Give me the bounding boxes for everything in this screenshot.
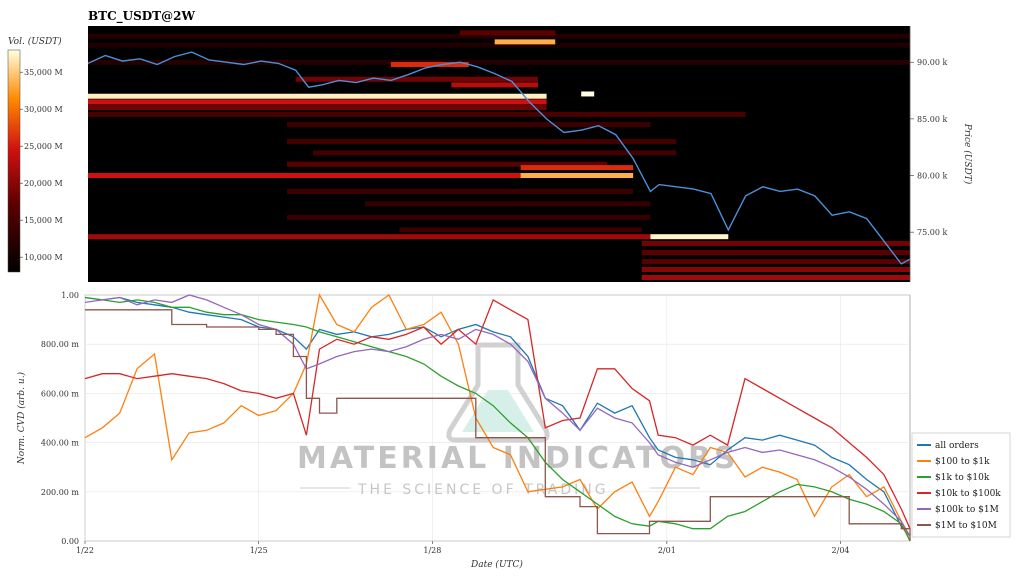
cvd-x-tick-label: 1/28 [423,546,441,555]
heatmap-panel: 90.00 k 85.00 k 80.00 k 75.00 k Price (USDT… [87,26,973,282]
cvd-y-tick-label: 0.00 [61,537,79,546]
cvd-x-ticks: 1/22 1/25 1/28 2/01 2/04 [76,541,850,555]
colorbar-tick-label: 30,000 M [24,105,63,114]
heatmap-y-ticks: 90.00 k 85.00 k 80.00 k 75.00 k [910,58,947,237]
heatmap-band [287,188,634,194]
heatmap-bands [88,30,910,280]
cvd-y-label: Norm. CVD (arb. u.) [16,371,27,465]
colorbar-tick-label: 25,000 M [24,142,63,151]
heatmap-band [312,150,677,156]
heatmap-band [641,240,910,246]
heatmap-band [88,173,634,179]
cvd-y-tick-label: 1.00 [61,291,79,300]
legend-entry: $100k to $1M [935,505,999,515]
heatmap-band [364,201,651,207]
cvd-series-line [85,309,911,541]
cvd-y-ticks: 1.00 800.00 m 600.00 m 400.00 m 200.00 m 0.00 [41,291,80,546]
heatmap-y-label: Price (USDT) [962,123,973,185]
heatmap-band [88,105,547,111]
legend-entry: $1M to $10M [935,521,997,531]
heatmap-band [641,267,910,273]
cvd-y-tick-label: 200.00 m [41,488,80,497]
heatmap-band [390,62,469,68]
colorbar-ticks: 35,000 M 30,000 M 25,000 M 20,000 M 15,000 M… [20,68,63,262]
watermark: MATERIAL INDICATORS THE SCIENCE OF TRADI… [297,342,739,498]
colorbar-tick-label: 35,000 M [24,68,63,77]
colorbar-gradient [7,49,21,273]
cvd-x-tick-label: 2/04 [832,546,850,555]
heatmap-band [88,59,910,65]
heatmap-band [287,139,677,145]
heatmap-band [641,259,910,265]
colorbar-tick-label: 20,000 M [24,179,63,188]
cvd-series-line [84,293,911,542]
legend-entry: all orders [935,441,979,451]
heatmap-band [451,82,538,88]
heatmap-band [88,99,547,105]
legend: all orders $100 to $1k $1k to $10k $10k to … [911,432,1011,538]
heatmap-band [287,161,608,167]
heatmap-band [287,122,651,128]
watermark-brand: MATERIAL INDICATORS [297,441,739,476]
legend-entry: $10k to $100k [935,489,1001,499]
cvd-y-tick-label: 400.00 m [41,439,80,448]
price-tick-label: 85.00 k [917,115,947,124]
cvd-panel: MATERIAL INDICATORS THE SCIENCE OF TRADI… [16,291,911,570]
heatmap-band [88,234,651,240]
cvd-x-tick-label: 1/22 [76,546,94,555]
heatmap-band [581,91,595,97]
colorbar-label: Vol. (USDT) [8,36,62,47]
heatmap-band [295,76,538,82]
heatmap-band [88,111,746,117]
price-tick-label: 90.00 k [917,58,947,67]
chart-title: BTC_USDT@2W [88,9,195,24]
price-tick-label: 75.00 k [917,228,947,237]
heatmap-band [641,250,910,256]
legend-box [911,432,1011,538]
heatmap-band [460,30,556,36]
heatmap-band [287,214,651,220]
colorbar-tick-label: 15,000 M [24,216,63,225]
heatmap-band [88,42,910,48]
cvd-x-label: Date (UTC) [470,559,523,570]
heatmap-band [88,93,547,99]
legend-entry: $1k to $10k [935,473,990,483]
heatmap-band [520,165,634,171]
cvd-y-tick-label: 600.00 m [41,389,80,398]
heatmap-band [641,274,910,280]
price-line [87,51,911,265]
heatmap-band [520,173,634,179]
cvd-y-tick-label: 800.00 m [41,340,80,349]
legend-entry: $100 to $1k [935,457,990,467]
cvd-series-lines [84,293,911,542]
cvd-x-tick-label: 1/25 [250,546,268,555]
watermark-tagline: THE SCIENCE OF TRADING [357,482,609,498]
cvd-series-line [84,296,911,537]
heatmap-band [650,234,729,240]
colorbar: Vol. (USDT) 35,000 M 30,000 M 25,000 M 20,0… [7,36,63,273]
price-tick-label: 80.00 k [917,172,947,181]
colorbar-tick-label: 10,000 M [24,253,63,262]
cvd-series-line [84,294,911,537]
cvd-x-tick-label: 2/01 [658,546,676,555]
heatmap-band [88,33,910,39]
cvd-series-line [84,298,911,529]
heatmap-band [494,39,556,45]
cvd-series-line [84,296,911,542]
heatmap-band [399,227,642,233]
